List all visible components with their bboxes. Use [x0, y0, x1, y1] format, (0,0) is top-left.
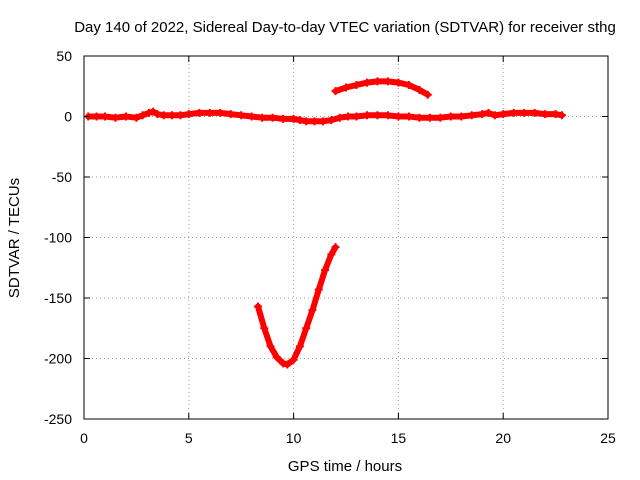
data-point	[383, 77, 392, 86]
y-tick-label: -250	[44, 411, 72, 427]
data-point	[362, 111, 371, 120]
data-point	[176, 111, 185, 120]
x-tick-label: 20	[495, 430, 511, 446]
data-point	[394, 78, 403, 87]
data-point	[153, 110, 162, 119]
data-point	[342, 83, 350, 92]
data-point	[423, 90, 432, 99]
x-tick-label: 0	[80, 430, 88, 446]
data-point	[318, 117, 327, 126]
data-point	[295, 116, 304, 125]
x-tick-label: 15	[391, 430, 407, 446]
y-tick-label: -200	[44, 351, 72, 367]
data-point	[352, 112, 361, 121]
data-point	[327, 116, 336, 125]
data-point	[383, 111, 392, 120]
data-point	[331, 243, 340, 252]
data-point	[289, 355, 298, 364]
data-point	[308, 306, 317, 315]
data-point	[404, 112, 413, 121]
data-point	[283, 360, 292, 369]
y-axis-label: SDTVAR / TECUs	[6, 178, 23, 298]
data-point	[551, 110, 560, 119]
data-point	[258, 113, 267, 122]
series-line-2	[255, 244, 339, 368]
data-point	[335, 113, 344, 122]
data-point	[144, 108, 153, 117]
data-point	[373, 77, 382, 86]
data-point	[373, 111, 382, 120]
y-tick-label: -100	[44, 230, 72, 246]
data-point	[247, 112, 256, 121]
data-point	[541, 110, 550, 119]
data-point	[253, 302, 262, 311]
data-point	[331, 87, 340, 96]
data-point	[279, 359, 288, 368]
y-axis: -250 -200 -150 -100 -50 0 50	[44, 48, 608, 427]
data-point	[295, 342, 304, 351]
data-point	[530, 108, 539, 117]
data-point	[279, 114, 288, 123]
x-axis-label: GPS time / hours	[288, 458, 402, 475]
data-point	[499, 110, 508, 119]
data-point	[314, 285, 323, 294]
data-point	[184, 110, 193, 119]
data-point	[490, 111, 499, 120]
y-tick-label: -50	[52, 169, 72, 185]
data-point	[557, 111, 566, 120]
data-point	[478, 110, 487, 119]
series-line-1	[332, 78, 431, 98]
data-point	[205, 108, 214, 117]
data-point	[92, 112, 101, 121]
data-point	[168, 111, 177, 120]
data-point	[121, 112, 130, 121]
data-point	[138, 111, 147, 120]
data-point	[520, 108, 529, 117]
data-point	[457, 112, 466, 121]
data-point	[484, 108, 493, 117]
data-point	[260, 324, 269, 333]
data-point	[404, 81, 413, 90]
chart-title: Day 140 of 2022, Sidereal Day-to-day VTE…	[74, 19, 616, 36]
data-point	[237, 111, 246, 120]
data-point	[310, 117, 319, 126]
data-point	[302, 117, 311, 126]
data-point	[159, 111, 168, 120]
data-point	[467, 111, 476, 120]
data-point	[327, 250, 336, 259]
data-point	[425, 113, 434, 122]
data-point	[266, 342, 275, 351]
x-tick-label: 10	[286, 430, 302, 446]
data-point	[436, 113, 445, 122]
data-point	[344, 112, 353, 121]
y-tick-label: -150	[44, 290, 72, 306]
data-point	[509, 108, 518, 117]
data-point	[352, 81, 361, 90]
data-point	[362, 78, 371, 87]
data-point	[289, 114, 298, 123]
y-tick-label: 0	[64, 109, 72, 125]
data-point	[321, 266, 330, 275]
y-tick-label: 50	[56, 48, 72, 64]
data-point	[415, 113, 424, 122]
x-tick-label: 5	[185, 430, 193, 446]
data-point	[111, 113, 120, 122]
data-point	[302, 324, 311, 333]
data-point	[132, 113, 141, 122]
data-point	[100, 112, 109, 121]
data-point	[394, 112, 403, 121]
data-point	[216, 108, 225, 117]
series-layer	[84, 77, 566, 369]
x-tick-label: 25	[600, 430, 616, 446]
data-point	[446, 112, 455, 121]
data-point	[415, 85, 424, 94]
data-point	[195, 108, 204, 117]
data-point	[268, 113, 277, 122]
data-point	[272, 353, 281, 362]
data-point	[226, 110, 235, 119]
x-axis: 0 5 10 15 20 25	[80, 56, 616, 446]
data-point	[149, 107, 158, 116]
